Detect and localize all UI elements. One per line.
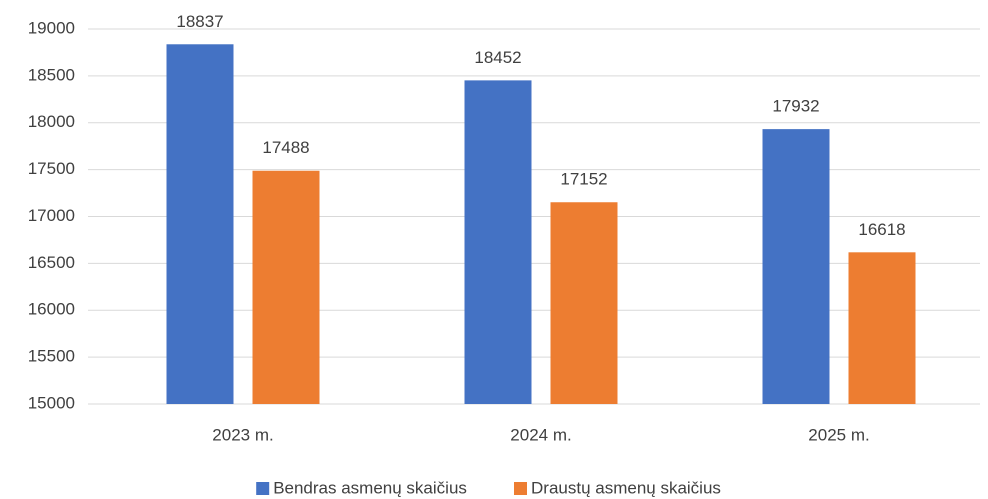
data-label: 17932: [772, 97, 819, 116]
bar: [848, 252, 916, 404]
y-tick-label: 15500: [28, 347, 75, 366]
data-label: 16618: [858, 220, 905, 239]
y-tick-label: 18000: [28, 112, 75, 131]
legend-swatch: [514, 482, 527, 495]
y-tick-label: 17500: [28, 159, 75, 178]
bar: [252, 170, 320, 404]
x-tick-label: 2024 m.: [510, 425, 571, 444]
x-tick-label: 2025 m.: [808, 425, 869, 444]
data-label: 18837: [176, 12, 223, 31]
data-label: 18452: [474, 48, 521, 67]
y-tick-label: 16000: [28, 300, 75, 319]
legend-swatch: [256, 482, 270, 495]
bar: [464, 80, 532, 404]
bar: [550, 202, 618, 404]
legend-label: Bendras asmenų skaičius: [273, 478, 467, 497]
data-label: 17488: [262, 138, 309, 157]
data-label: 17152: [560, 170, 607, 189]
y-tick-label: 19000: [28, 18, 75, 37]
legend-label: Draustų asmenų skaičius: [531, 478, 721, 497]
y-tick-label: 15000: [28, 393, 75, 412]
y-tick-label: 18500: [28, 65, 75, 84]
y-tick-label: 17000: [28, 206, 75, 225]
bar: [762, 129, 830, 404]
y-tick-label: 16500: [28, 253, 75, 272]
x-tick-label: 2023 m.: [212, 425, 273, 444]
bar: [166, 44, 234, 404]
